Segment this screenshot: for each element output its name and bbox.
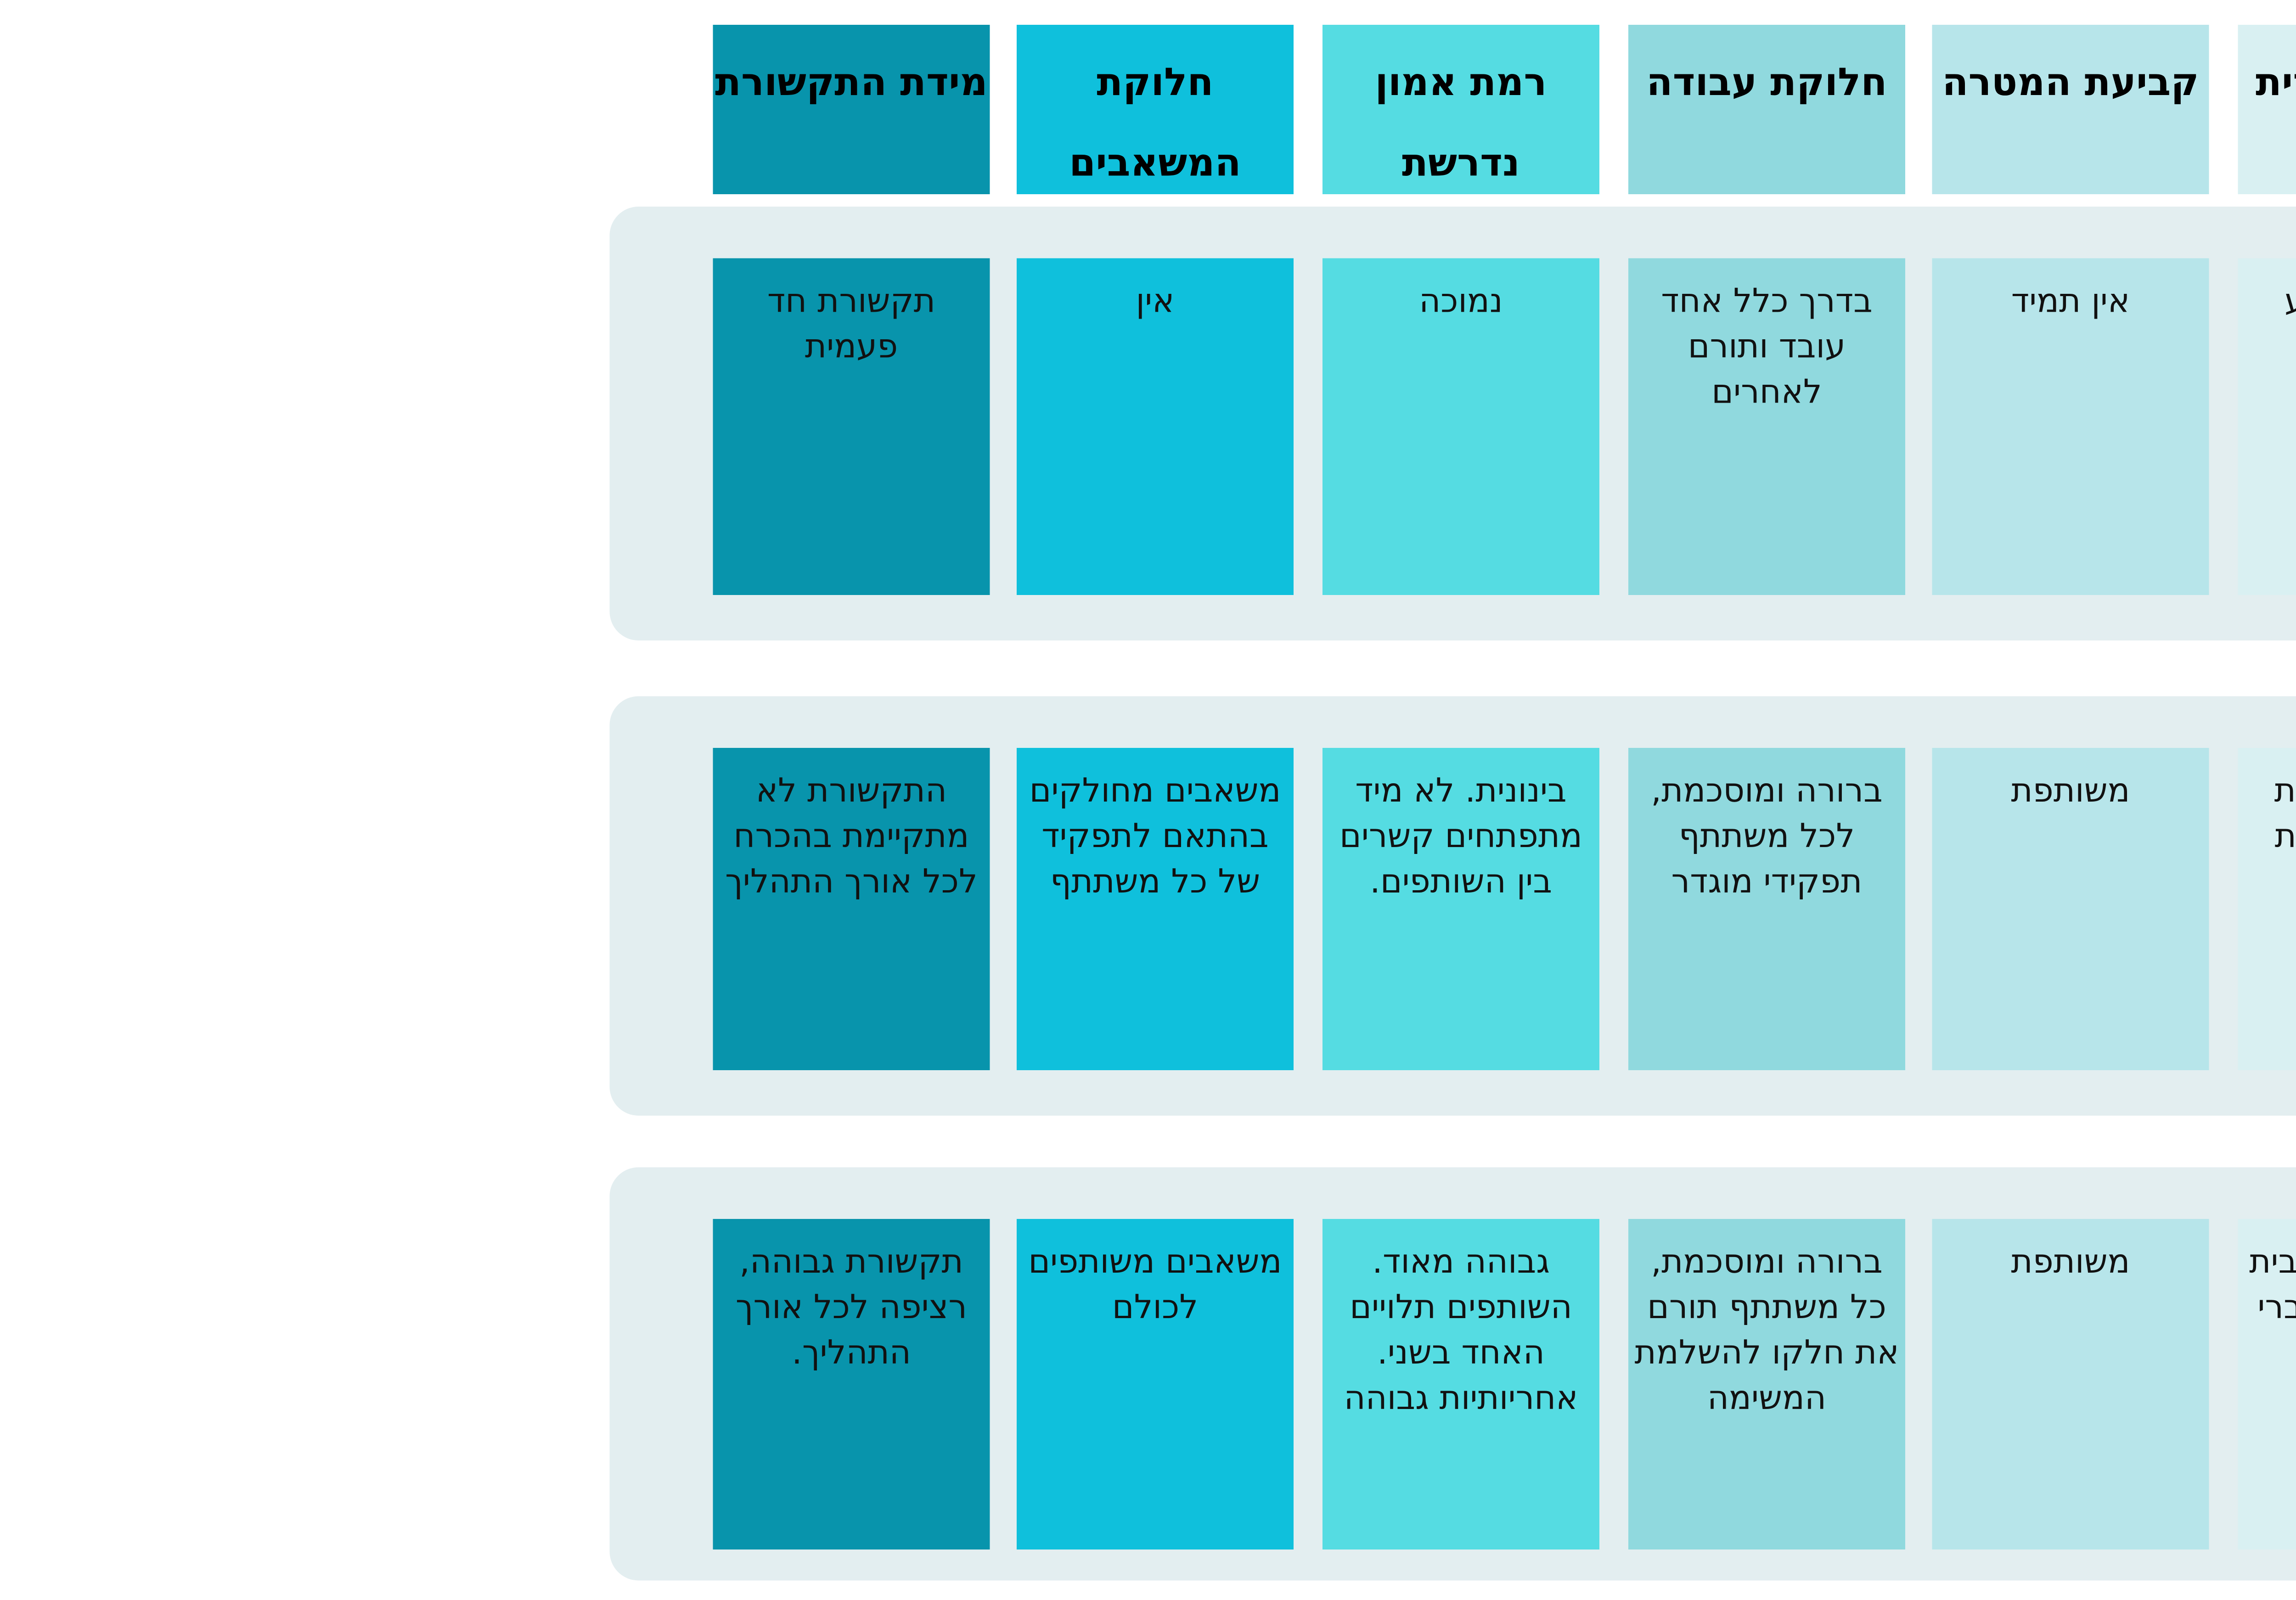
cell-cooperation-communication: התקשורת לא מתקיימת בהכרח לכל אורך התהליך [713, 748, 990, 1070]
cell-cooperation-work-division: ברורה ומוסכמת, לכל משתתף תפקידי מוגדר [1628, 748, 1905, 1070]
cell-sharing-trust: נמוכה [1322, 258, 1599, 595]
cell-cooperation-goal-setting: משותפת [1932, 748, 2209, 1070]
cell-cooperation-resources: משאבים מחולקים בהתאם לתפקיד של כל משתתף [1017, 748, 1294, 1070]
column-header-work-division: חלוקת עבודה [1628, 25, 1905, 194]
column-header-main-goal: מטרה עיקרית [2238, 25, 2296, 194]
cell-cooperation-main-goal: יצירה משותפת לתועלת אישית [2238, 748, 2296, 1070]
cell-collaboration-goal-setting: משותפת [1932, 1219, 2209, 1549]
column-header-required-trust-level: רמת אמון נדרשת [1322, 25, 1599, 194]
cell-collaboration-work-division: ברורה ומוסכמת, כל משתתף תורם את חלקו להש… [1628, 1219, 1905, 1549]
cell-collaboration-trust: גבוהה מאוד. השותפים תלויים האחד בשני. אח… [1322, 1219, 1599, 1549]
cell-sharing-work-division: בדרך כלל אחד עובד ותורם לאחרים [1628, 258, 1905, 595]
cell-collaboration-main-goal: תועלת קולקטיבית (של הארגון/חברי הקבוצה..… [2238, 1219, 2296, 1549]
cell-collaboration-resources: משאבים משותפים לכולם [1017, 1219, 1294, 1549]
column-header-communication-level: מידת התקשורת [713, 25, 990, 194]
cell-sharing-resources: אין [1017, 258, 1294, 595]
cell-collaboration-communication: תקשורת גבוהה, רציפה לכל אורך התהליך. [713, 1219, 990, 1549]
cell-sharing-goal-setting: אין תמיד [1932, 258, 2209, 595]
cell-sharing-main-goal: החלפת מידע [2238, 258, 2296, 595]
column-header-goal-setting: קביעת המטרה [1932, 25, 2209, 194]
cell-cooperation-trust: בינונית. לא מיד מתפתחים קשרים בין השותפי… [1322, 748, 1599, 1070]
column-header-resource-division: חלוקת המשאבים [1017, 25, 1294, 194]
cell-sharing-communication: תקשורת חד פעמית [713, 258, 990, 595]
